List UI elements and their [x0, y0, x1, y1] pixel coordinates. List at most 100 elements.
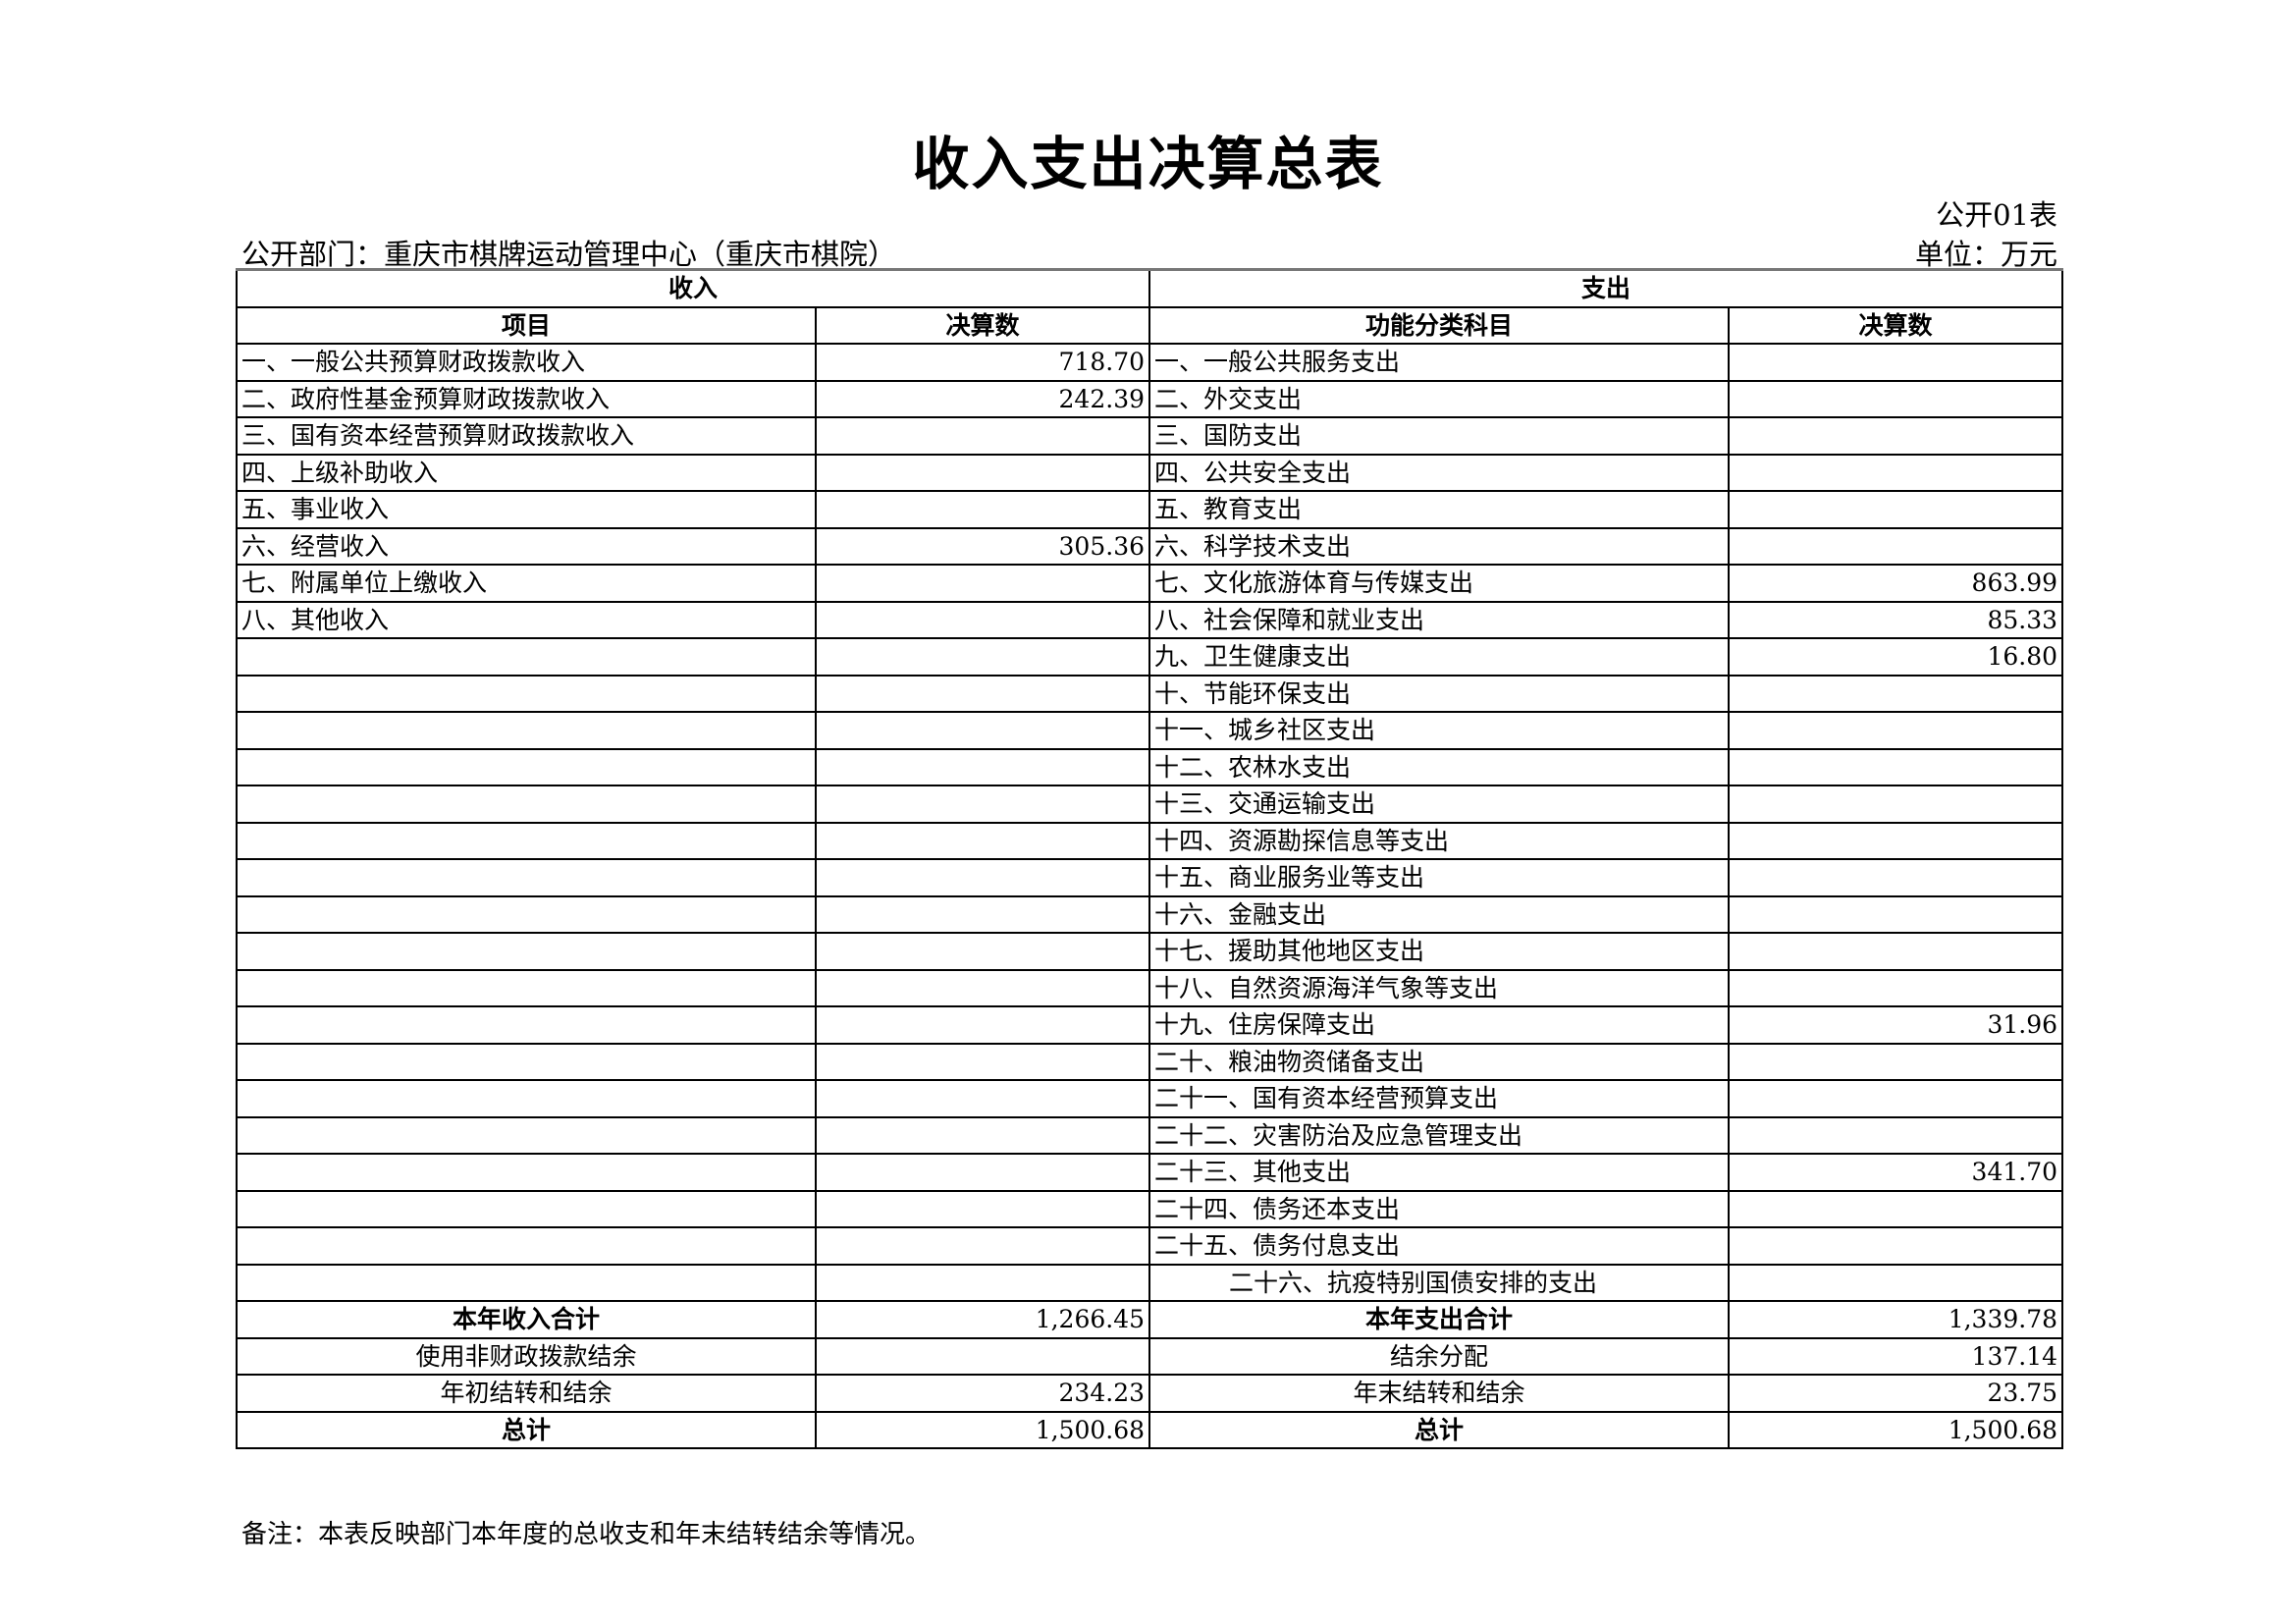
- expense-item: 二、外交支出: [1148, 379, 1731, 418]
- table-row: 八、其他收入 八、社会保障和就业支出 85.33: [236, 600, 2064, 639]
- expense-item: 二十一、国有资本经营预算支出: [1148, 1079, 1731, 1118]
- expense-amount: [1728, 1042, 2064, 1081]
- table-row: 十三、交通运输支出: [236, 785, 2064, 824]
- income-amount: [814, 564, 1151, 603]
- table-row: 七、附属单位上缴收入 七、文化旅游体育与传媒支出 863.99: [236, 564, 2064, 603]
- table-row: 十二、农林水支出: [236, 747, 2064, 786]
- expense-amount: 863.99: [1728, 564, 2064, 603]
- summary-expense-label: 结余分配: [1148, 1336, 1731, 1376]
- expense-item: 十六、金融支出: [1148, 894, 1731, 934]
- expense-amount: [1728, 1226, 2064, 1266]
- income-amount: [814, 1079, 1151, 1118]
- table-row: 六、经营收入 305.36 六、科学技术支出: [236, 526, 2064, 566]
- expense-amount: [1728, 453, 2064, 492]
- expense-item: 二十五、债务付息支出: [1148, 1226, 1731, 1266]
- expense-amount: [1728, 894, 2064, 934]
- table-row: 二十五、债务付息支出: [236, 1226, 2064, 1266]
- income-item: 七、附属单位上缴收入: [236, 564, 817, 603]
- expense-amount: [1728, 416, 2064, 456]
- table-row: 九、卫生健康支出 16.80: [236, 637, 2064, 677]
- expense-amount: [1728, 490, 2064, 529]
- income-amount: [814, 637, 1151, 677]
- income-amount: 305.36: [814, 526, 1151, 566]
- summary-income-amount: [814, 1336, 1151, 1376]
- summary-income-label: 总计: [236, 1410, 817, 1449]
- table-row: 十九、住房保障支出 31.96: [236, 1005, 2064, 1045]
- expense-item: 二十、粮油物资储备支出: [1148, 1042, 1731, 1081]
- expense-item: 十七、援助其他地区支出: [1148, 932, 1731, 971]
- income-item: [236, 1079, 817, 1118]
- income-amount: [814, 1005, 1151, 1045]
- footnote: 备注：本表反映部门本年度的总收支和年末结转结余等情况。: [241, 1520, 932, 1549]
- income-item: 五、事业收入: [236, 490, 817, 529]
- expense-amount: [1728, 1079, 2064, 1118]
- income-amount: [814, 490, 1151, 529]
- table-row: 二十六、抗疫特别国债安排的支出: [236, 1263, 2064, 1302]
- income-amount: [814, 674, 1151, 713]
- expense-amount: [1728, 747, 2064, 786]
- income-amount: [814, 600, 1151, 639]
- expense-amount: 341.70: [1728, 1153, 2064, 1192]
- income-item: 二、政府性基金预算财政拨款收入: [236, 379, 817, 418]
- expense-item: 十八、自然资源海洋气象等支出: [1148, 968, 1731, 1007]
- expense-item: 八、社会保障和就业支出: [1148, 600, 1731, 639]
- expense-header: 支出: [1148, 268, 2064, 308]
- table-row: 十五、商业服务业等支出: [236, 858, 2064, 897]
- expense-amount: 85.33: [1728, 600, 2064, 639]
- expense-item: 二十二、灾害防治及应急管理支出: [1148, 1115, 1731, 1155]
- summary-income-amount: 1,500.68: [814, 1410, 1151, 1449]
- summary-expense-amount: 1,339.78: [1728, 1300, 2064, 1339]
- income-amount: 718.70: [814, 343, 1151, 382]
- table-row: 十一、城乡社区支出: [236, 711, 2064, 750]
- income-item: [236, 674, 817, 713]
- income-amount: [814, 894, 1151, 934]
- income-amount: [814, 1115, 1151, 1155]
- income-item: [236, 711, 817, 750]
- expense-item: 二十三、其他支出: [1148, 1153, 1731, 1192]
- expense-amount: [1728, 785, 2064, 824]
- income-item: [236, 1226, 817, 1266]
- summary-expense-label: 年末结转和结余: [1148, 1374, 1731, 1413]
- expense-amount: [1728, 821, 2064, 860]
- income-amount: [814, 1189, 1151, 1228]
- summary-row: 本年收入合计 1,266.45 本年支出合计 1,339.78: [236, 1300, 2064, 1339]
- table-row: 四、上级补助收入 四、公共安全支出: [236, 453, 2064, 492]
- income-item: [236, 1042, 817, 1081]
- summary-income-amount: 1,266.45: [814, 1300, 1151, 1339]
- form-number: 公开01表: [1936, 198, 2057, 232]
- expense-amount: [1728, 379, 2064, 418]
- item-header: 项目: [236, 305, 817, 345]
- income-item: 三、国有资本经营预算财政拨款收入: [236, 416, 817, 456]
- expense-item: 六、科学技术支出: [1148, 526, 1731, 566]
- expense-item: 四、公共安全支出: [1148, 453, 1731, 492]
- income-amount: [814, 1226, 1151, 1266]
- func-item-header: 功能分类科目: [1148, 305, 1731, 345]
- budget-table: 收入 支出 项目 决算数 功能分类科目 决算数 一、一般公共预算财政拨款收入 71…: [235, 268, 2064, 1449]
- income-item: [236, 858, 817, 897]
- unit: 单位：万元: [1914, 238, 2057, 271]
- income-amount: [814, 1042, 1151, 1081]
- income-amount: [814, 968, 1151, 1007]
- expense-amount: 16.80: [1728, 637, 2064, 677]
- expense-amount: 31.96: [1728, 1005, 2064, 1045]
- income-amount: [814, 858, 1151, 897]
- expense-item: 十三、交通运输支出: [1148, 785, 1731, 824]
- summary-expense-amount: 23.75: [1728, 1374, 2064, 1413]
- table-row: 二十二、灾害防治及应急管理支出: [236, 1115, 2064, 1155]
- table-row: 五、事业收入 五、教育支出: [236, 490, 2064, 529]
- table-row: 十六、金融支出: [236, 894, 2064, 934]
- department: 公开部门：重庆市棋牌运动管理中心（重庆市棋院）: [241, 238, 897, 271]
- expense-amount: [1728, 858, 2064, 897]
- summary-expense-label: 本年支出合计: [1148, 1300, 1731, 1339]
- summary-income-amount: 234.23: [814, 1374, 1151, 1413]
- expense-item: 二十四、债务还本支出: [1148, 1189, 1731, 1228]
- income-amount: [814, 932, 1151, 971]
- income-item: [236, 932, 817, 971]
- expense-item: 十五、商业服务业等支出: [1148, 858, 1731, 897]
- expense-item: 十九、住房保障支出: [1148, 1005, 1731, 1045]
- expense-item: 二十六、抗疫特别国债安排的支出: [1148, 1263, 1731, 1302]
- expense-item: 三、国防支出: [1148, 416, 1731, 456]
- expense-item: 十一、城乡社区支出: [1148, 711, 1731, 750]
- summary-expense-amount: 1,500.68: [1728, 1410, 2064, 1449]
- table-row: 二十三、其他支出 341.70: [236, 1153, 2064, 1192]
